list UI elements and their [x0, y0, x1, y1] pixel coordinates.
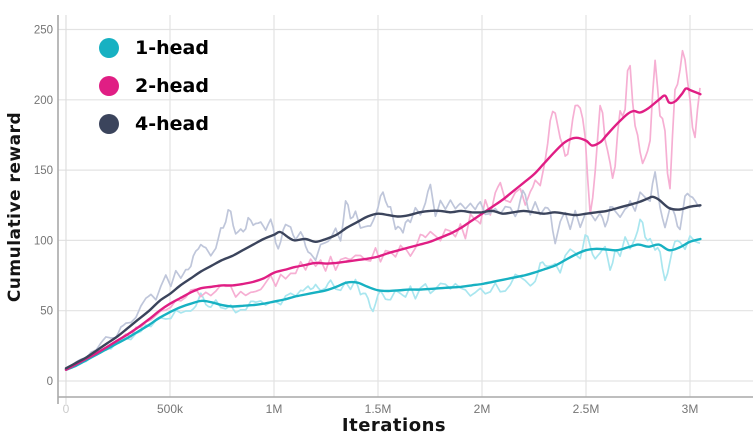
series-smoothed-1-head [64, 237, 702, 371]
legend-label-1-head: 1-head [135, 37, 209, 59]
y-tick-label: 100 [34, 235, 53, 247]
x-tick-label: 1.5M [365, 402, 392, 416]
legend-swatch-2-head-icon [99, 76, 119, 96]
series-smoothed-4-head [64, 195, 702, 370]
y-tick-label: 150 [34, 165, 53, 177]
legend-label-4-head: 4-head [135, 113, 209, 135]
series-raw-1-head [65, 218, 701, 371]
y-tick-label: 50 [40, 306, 53, 318]
x-axis-title: Iterations [341, 415, 447, 436]
legend: 1-head 2-head 4-head [99, 29, 209, 143]
series-raw-4-head [65, 171, 701, 370]
legend-label-2-head: 2-head [135, 75, 209, 97]
legend-swatch-1-head-icon [99, 38, 119, 58]
y-axis-title: Cumulative reward [5, 111, 25, 303]
legend-item-4-head[interactable]: 4-head [99, 105, 209, 143]
legend-item-1-head[interactable]: 1-head [99, 29, 209, 67]
legend-item-2-head[interactable]: 2-head [99, 67, 209, 105]
y-tick-label: 0 [47, 376, 53, 388]
x-tick-label: 3M [682, 402, 699, 416]
x-tick-label: 2M [474, 402, 491, 416]
x-tick-label: 1M [266, 402, 283, 416]
y-tick-label: 250 [34, 25, 53, 37]
series-smoothed-2-head [64, 87, 702, 371]
series-raw-2-head [65, 49, 701, 371]
x-tick-label: 0 [63, 402, 70, 416]
legend-swatch-4-head-icon [99, 114, 119, 134]
x-tick-label: 500k [157, 402, 184, 416]
y-tick-label: 200 [34, 95, 53, 107]
x-tick-label: 2.5M [573, 402, 600, 416]
